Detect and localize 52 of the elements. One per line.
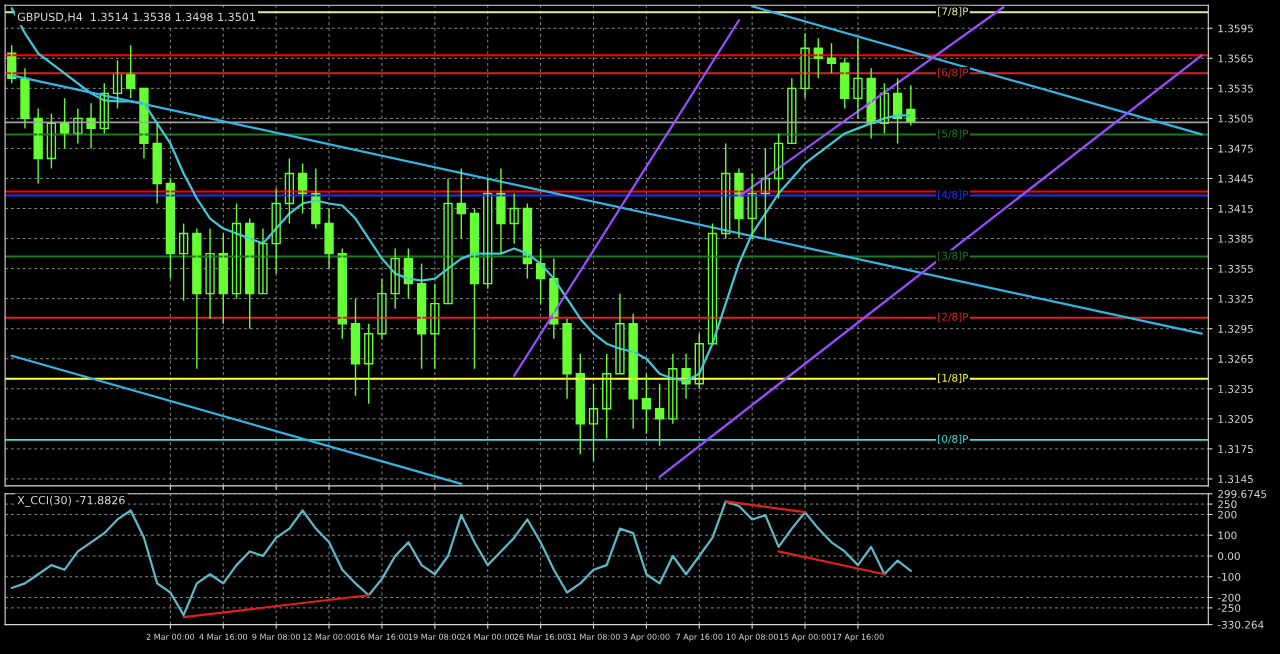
x-tick-label: 3 Apr 00:00 <box>623 633 670 642</box>
x-tick-label: 24 Mar 00:00 <box>461 633 515 640</box>
ref-line-label: [5/8]P <box>938 129 969 139</box>
x-tick-label: 15 Apr 00:00 <box>779 633 831 642</box>
y-tick-label: 1.3565 <box>1218 54 1253 63</box>
ref-line-label: [1/8]P <box>938 373 969 384</box>
x-tick-label: 31 Mar 08:00 <box>567 633 620 640</box>
y-tick-label: 1.3505 <box>1218 114 1253 123</box>
candlestick <box>588 383 599 462</box>
y-tick-label: 1.3265 <box>1218 354 1253 363</box>
y-tick-label: 299.6745 <box>1218 490 1267 498</box>
ref-line-label: [4/8]P <box>938 190 969 200</box>
x-tick-label: 10 Apr 08:00 <box>726 633 778 642</box>
x-tick-label: 4 Mar 16:00 <box>199 633 248 640</box>
ref-line-label: [2/8]P <box>938 312 969 322</box>
ref-line-label: [7/8]P <box>938 7 969 17</box>
y-tick-label: -330.264 <box>1217 620 1264 629</box>
candlestick <box>641 373 652 435</box>
y-tick-label: 1.3145 <box>1218 475 1253 484</box>
x-tick-label: 12 Mar 00:00 <box>303 633 356 640</box>
y-tick-label: 1.3415 <box>1218 204 1253 213</box>
y-tick-label: -200 <box>1217 593 1241 602</box>
ref-line-label: [0/8]P <box>938 434 969 445</box>
y-tick-label: 1.3205 <box>1218 415 1253 423</box>
y-tick-label: 1.3595 <box>1218 24 1253 33</box>
y-tick-label: 1.3445 <box>1218 174 1253 183</box>
y-tick-label: 1.3175 <box>1218 445 1253 453</box>
text: GBPUSD,H4 1.3514 1.3538 1.3498 1.3501 <box>17 12 255 23</box>
y-tick-label: 1.3325 <box>1218 294 1253 303</box>
x-tick-label: 2 Mar 00:00 <box>146 633 195 640</box>
y-tick-label: 100 <box>1218 531 1237 540</box>
ref-line-label: [3/8]P <box>938 251 969 261</box>
y-tick-label: -250 <box>1217 604 1241 613</box>
x-tick-label: 19 Mar 08:00 <box>408 633 462 640</box>
y-tick-label: 200 <box>1218 510 1237 519</box>
x-tick-label: 26 Mar 16:00 <box>514 633 567 640</box>
x-tick-label: 17 Apr 16:00 <box>832 633 884 642</box>
y-tick-label: 0.00 <box>1218 552 1240 561</box>
y-tick-label: 1.3295 <box>1218 324 1253 333</box>
y-tick-label: 1.3355 <box>1218 264 1253 273</box>
y-tick-label: 1.3385 <box>1218 234 1253 243</box>
x-tick-label: 16 Mar 16:00 <box>355 633 409 640</box>
chart-title: X_CCI(30) -71.8826 <box>17 495 125 507</box>
y-tick-label: 1.3475 <box>1218 144 1253 153</box>
y-tick-label: 250 <box>1218 500 1237 509</box>
y-tick-label: 1.3235 <box>1218 385 1253 393</box>
ref-line-label: [6/8]P <box>938 68 969 78</box>
x-tick-label: 7 Apr 16:00 <box>676 633 723 642</box>
x-tick-label: 9 Mar 08:00 <box>252 633 300 640</box>
candlestick <box>654 383 665 447</box>
y-tick-label: -100 <box>1217 572 1241 581</box>
y-tick-label: 1.3535 <box>1218 84 1253 93</box>
